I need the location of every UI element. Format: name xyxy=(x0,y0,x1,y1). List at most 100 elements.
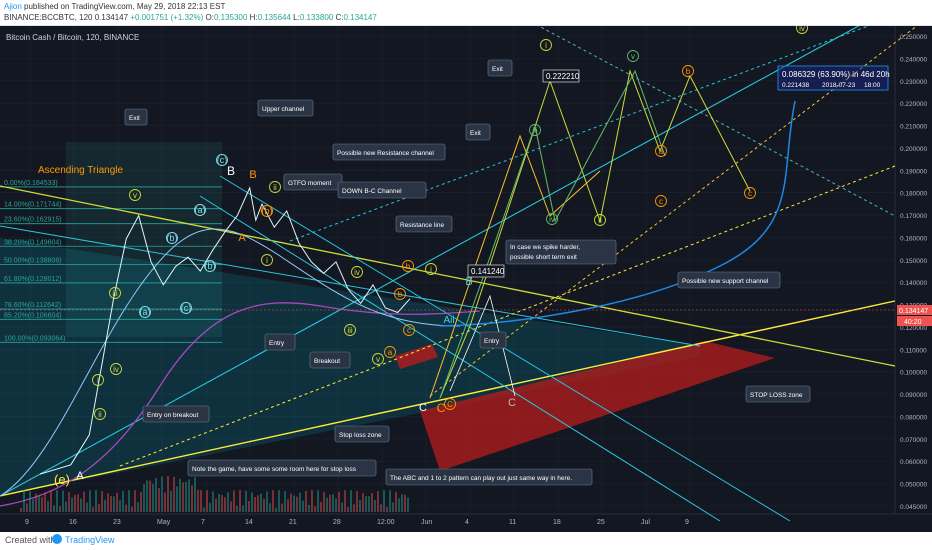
volume-bar xyxy=(227,492,229,512)
volume-bar xyxy=(365,496,367,512)
wave-label-circle xyxy=(180,302,192,314)
wave-label: iv xyxy=(354,268,360,277)
volume-bar xyxy=(89,490,91,512)
dashed-support-line xyxy=(119,165,896,467)
price-tick-label: 0.250000 xyxy=(900,34,927,41)
fib-level-label: 23.60%(0.162915) xyxy=(4,217,62,224)
volume-bar xyxy=(134,490,136,512)
annotation-text: Upper channel xyxy=(262,106,305,113)
wave-label-circle xyxy=(394,288,406,300)
chart-area[interactable]: 0.00%(0.184533) 14.00%(0.171744) 23.60%(0.… xyxy=(0,5,932,532)
projection-wave-3 xyxy=(439,69,666,399)
resistance-line xyxy=(0,185,896,367)
time-tick-label: 11 xyxy=(509,519,516,526)
wave-label: c xyxy=(748,189,752,198)
volume-bar xyxy=(32,499,34,512)
chart-svg[interactable]: 0.00%(0.184533) 14.00%(0.171744) 23.60%(0.… xyxy=(0,5,932,532)
volume-bar xyxy=(125,504,127,512)
chart-title: Bitcoin Cash / Bitcoin, 120, BINANCE xyxy=(6,33,139,42)
volume-bar xyxy=(254,497,256,512)
volume-bar xyxy=(155,477,157,512)
volume-bar xyxy=(233,490,235,512)
wave-label-circle xyxy=(402,260,414,272)
volume-bar xyxy=(338,491,340,512)
fib-level-label: 61.80%(0.128012) xyxy=(4,276,62,283)
low-value: 0.133800 xyxy=(299,13,334,22)
footer: Created with TradingView xyxy=(0,532,932,550)
wave-label: i xyxy=(545,41,547,50)
change-value: +0.001751 (+1.32%) xyxy=(130,13,204,22)
volume-bar xyxy=(194,477,196,512)
time-tick-label: 18 xyxy=(553,519,561,526)
created-with-text: Created with xyxy=(5,535,56,545)
price-tick-label: 0.170000 xyxy=(900,213,927,220)
annotation-box xyxy=(264,333,296,351)
price-label-box-1 xyxy=(542,69,580,83)
wave-label-circle xyxy=(594,214,606,226)
volume-bar xyxy=(230,501,232,512)
volume-bar xyxy=(182,482,184,512)
annotation-box xyxy=(505,239,617,265)
time-tick-label: Jun xyxy=(421,519,432,526)
volume-bar xyxy=(170,490,172,512)
wave-label-circle xyxy=(269,181,281,193)
annotation-text-line: possible short term exit xyxy=(510,254,577,261)
wave-label: (b) xyxy=(167,233,178,243)
volume-bar xyxy=(200,490,202,512)
time-tick-label: May xyxy=(157,519,171,526)
volume-bar xyxy=(161,476,163,512)
price-tick-label: 0.080000 xyxy=(900,414,927,421)
price-axis[interactable]: 0.250000 0.240000 0.230000 0.220000 0.210000… xyxy=(900,34,927,511)
wave-label: v xyxy=(133,191,137,200)
volume-bar xyxy=(110,495,112,512)
volume-bar xyxy=(251,492,253,512)
open-label: O: xyxy=(205,13,214,22)
tradingview-brand-link[interactable]: TradingView xyxy=(65,535,115,545)
price-tick-label: 0.060000 xyxy=(900,459,927,466)
volume-bar xyxy=(269,503,271,512)
volume-bar xyxy=(86,502,88,512)
volume-bar xyxy=(77,494,79,512)
volume-bar xyxy=(188,479,190,512)
projection-curve xyxy=(439,100,796,327)
tradingview-logo-icon[interactable] xyxy=(52,534,62,544)
price-tick-label: 0.070000 xyxy=(900,437,927,444)
time-axis[interactable]: 9 16 23 May 7 14 21 28 12:00 Jun 4 11 18 25 Jul 9 xyxy=(25,519,689,526)
volume-bar xyxy=(383,490,385,512)
wave-label: Aii xyxy=(443,315,454,326)
volume-bar xyxy=(293,495,295,512)
time-tick-label: 12:00 xyxy=(377,519,395,526)
wave-label: iv xyxy=(549,215,555,224)
current-price-tag xyxy=(897,305,932,315)
volume-bar xyxy=(62,490,64,512)
annotation-text: Stop loss zone xyxy=(339,432,382,439)
wave-label: c xyxy=(407,326,411,335)
fib-level-label: 78.60%(0.112642) xyxy=(4,302,61,309)
wave-label: B xyxy=(465,276,472,288)
projection-box-line1: 0.086329 (63.90%) in 46d 20h xyxy=(782,70,890,79)
fib-levels: 0.00%(0.184533) 14.00%(0.171744) 23.60%(0.… xyxy=(0,180,222,343)
fib-level-label: 38.20%(0.149604) xyxy=(4,239,62,246)
wave-label-circle xyxy=(744,187,756,199)
volume-bar xyxy=(332,494,334,512)
wave-label: iii xyxy=(347,326,353,335)
price-tick-label: 0.190000 xyxy=(900,168,927,175)
volume-bar xyxy=(149,480,151,512)
annotation-box xyxy=(337,181,427,199)
annotation-box xyxy=(745,385,811,403)
volume-bar xyxy=(203,507,205,512)
wave-label-circle xyxy=(372,353,384,365)
volume-bar xyxy=(95,490,97,512)
volume-bar xyxy=(311,490,313,512)
wave-label-circle xyxy=(216,154,228,166)
wave-label: (b) xyxy=(262,206,273,216)
volume-bar xyxy=(257,495,259,512)
volume-bar xyxy=(173,476,175,512)
volume-bar xyxy=(26,503,28,512)
fib-zone xyxy=(66,142,222,337)
stop-loss-zone-large xyxy=(420,341,775,471)
volume-bar xyxy=(20,508,22,512)
volume-bar xyxy=(377,490,379,512)
volume-bar xyxy=(119,500,121,512)
author-link[interactable]: Ajion xyxy=(4,2,22,11)
